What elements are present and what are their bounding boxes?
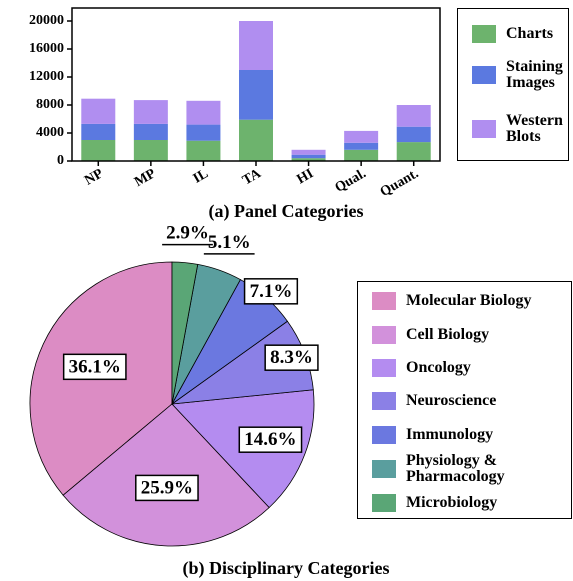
legend-item: Physiology & Pharmacology [372, 453, 566, 485]
legend-swatch [472, 25, 496, 43]
legend-label: Immunology [406, 426, 494, 443]
bar-segment [344, 142, 379, 150]
x-tick-label: HI [295, 166, 317, 187]
bar-segment [133, 100, 168, 124]
bar-segment [133, 123, 168, 140]
bar-segment [396, 105, 431, 127]
label-box [243, 278, 299, 305]
pie-value-label: 14.6% [244, 429, 296, 450]
legend-swatch [372, 326, 396, 344]
legend-item: Charts [472, 25, 573, 43]
legend-item: Microbiology [372, 494, 566, 512]
pie-value-label: 2.9% [166, 223, 209, 244]
y-tick-label: 8000 [36, 97, 64, 112]
bar-segment [239, 70, 273, 120]
bar-segment [186, 100, 221, 125]
y-tick-label: 20000 [29, 13, 64, 28]
x-tick-label: NP [82, 166, 106, 189]
bar-segment [81, 123, 116, 140]
bar-segment [396, 142, 431, 161]
bar-segment [291, 154, 326, 159]
bar-segment [81, 140, 116, 161]
x-tick-label: IL [191, 166, 211, 186]
pie-value-label: 5.1% [208, 232, 251, 253]
pie-value-label: 25.9% [141, 477, 193, 498]
bar-title: (a) Panel Categories [209, 201, 364, 222]
y-tick-label: 0 [57, 153, 64, 168]
pie-slice [171, 261, 199, 405]
y-tick-label: 16000 [29, 41, 64, 56]
pie-value-label: 36.1% [69, 356, 121, 377]
legend-swatch [372, 460, 396, 478]
bar-segment [396, 126, 431, 143]
legend-item: Cell Biology [372, 326, 566, 344]
bar-segment [239, 119, 273, 161]
legend-swatch [372, 494, 396, 512]
legend-item: Western Blots [472, 113, 573, 145]
y-tick-label: 12000 [29, 69, 64, 84]
bar-segment [291, 158, 326, 161]
label-box [238, 426, 303, 453]
legend-swatch [372, 359, 396, 377]
pie-title: (b) Disciplinary Categories [183, 558, 390, 579]
legend-label: Staining Images [506, 58, 563, 91]
bar-segment [186, 140, 221, 161]
legend-label: Cell Biology [406, 326, 490, 343]
legend-label: Oncology [406, 359, 471, 376]
bar-segment [186, 124, 221, 141]
legend-swatch [472, 120, 496, 138]
pie-value-label: 8.3% [270, 347, 313, 368]
legend-label: Microbiology [406, 494, 498, 511]
legend-swatch [372, 392, 396, 410]
legend-label: Neuroscience [406, 392, 497, 409]
legend-swatch [472, 66, 496, 84]
x-tick-label: MP [132, 166, 159, 190]
bar-segment [81, 98, 116, 124]
x-tick-label: Qual. [333, 166, 369, 196]
legend-swatch [372, 426, 396, 444]
legend-item: Oncology [372, 359, 566, 377]
label-box [264, 344, 319, 371]
label-box [135, 474, 199, 502]
bar-segment [239, 21, 273, 70]
legend-item: Immunology [372, 426, 566, 444]
legend-label: Western Blots [506, 112, 563, 145]
bar-segment [133, 140, 168, 161]
label-box [62, 353, 127, 381]
legend-item: Neuroscience [372, 392, 566, 410]
pie-legend: Molecular Biology Cell Biology Oncology Neu… [357, 281, 572, 519]
legend-item: Staining Images [472, 59, 573, 91]
legend-label: Physiology & Pharmacology [406, 452, 505, 485]
legend-swatch [372, 292, 396, 310]
bar-segment [344, 130, 379, 143]
legend-label: Molecular Biology [406, 292, 532, 309]
bar-segment [344, 149, 379, 161]
y-tick-label: 4000 [36, 125, 64, 140]
pie-value-label: 7.1% [250, 281, 293, 302]
bar-legend: Charts Staining Images Western Blots [457, 8, 569, 161]
legend-item: Molecular Biology [372, 292, 566, 310]
x-tick-label: TA [240, 166, 264, 189]
bar-segment [291, 149, 326, 155]
legend-label: Charts [506, 25, 554, 42]
x-tick-label: Quant. [378, 166, 422, 200]
